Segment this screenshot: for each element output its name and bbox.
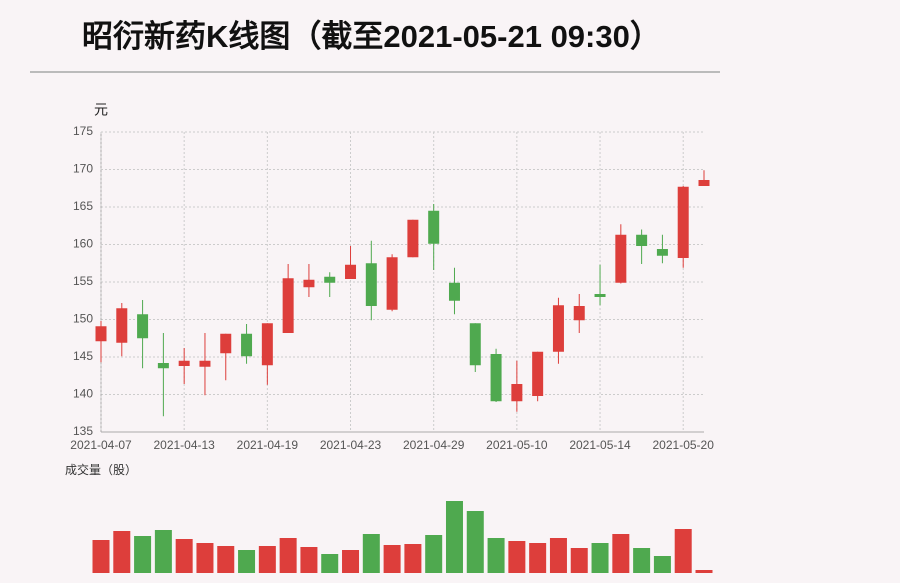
- volume-bar: [92, 540, 110, 573]
- candle-body: [511, 384, 523, 402]
- volume-bar: [633, 548, 651, 573]
- x-tick-label: 2021-04-19: [237, 438, 299, 452]
- volume-bar: [529, 543, 547, 573]
- candle-body: [532, 351, 544, 396]
- candle-body: [95, 326, 107, 342]
- volume-bar: [258, 546, 276, 573]
- volume-bar: [134, 536, 152, 573]
- volume-bar: [653, 556, 671, 573]
- candle-body: [656, 249, 668, 256]
- volume-label: 成交量（股）: [65, 462, 137, 477]
- volume-bar: [695, 570, 713, 573]
- volume-bar: [238, 550, 256, 573]
- chart-title: 昭衍新药K线图（截至2021-05-21 09:30）: [82, 19, 661, 54]
- candle-body: [490, 354, 502, 402]
- volume-bar: [404, 544, 422, 573]
- candle-body: [386, 257, 398, 310]
- volume-bar: [445, 501, 463, 573]
- candle-body: [677, 186, 689, 258]
- x-tick-label: 2021-04-07: [70, 438, 132, 452]
- candle-body: [324, 276, 336, 283]
- candle-body: [448, 282, 460, 301]
- volume-bar: [321, 554, 339, 573]
- volume-bar: [570, 548, 588, 573]
- volume-bar: [175, 539, 193, 573]
- candle-body: [303, 279, 315, 288]
- candle-body: [573, 306, 585, 321]
- candle-body: [345, 264, 357, 279]
- volume-bar: [362, 534, 380, 573]
- candle-body: [594, 294, 606, 297]
- y-tick-label: 170: [73, 162, 93, 176]
- x-tick-label: 2021-04-13: [153, 438, 215, 452]
- volume-bar: [425, 535, 443, 573]
- candle-body: [137, 314, 149, 339]
- y-tick-label: 160: [73, 237, 93, 251]
- candle-body: [116, 308, 128, 343]
- candle-body: [428, 210, 440, 244]
- volume-bar: [154, 530, 172, 573]
- candle-body: [365, 263, 377, 306]
- candle-body: [615, 234, 627, 283]
- candle-body: [282, 278, 294, 333]
- x-tick-label: 2021-04-23: [320, 438, 382, 452]
- candle-body: [220, 333, 232, 354]
- y-tick-label: 175: [73, 124, 93, 138]
- x-tick-label: 2021-05-14: [569, 438, 631, 452]
- volume-bar: [487, 538, 505, 573]
- y-tick-label: 145: [73, 349, 93, 363]
- candle-body: [241, 333, 253, 357]
- volume-bar: [549, 538, 567, 573]
- candle-body: [469, 323, 481, 366]
- candle-body: [178, 360, 190, 366]
- volume-bar: [674, 529, 692, 573]
- volume-bar: [508, 541, 526, 573]
- volume-bar: [113, 531, 131, 573]
- y-tick-label: 150: [73, 312, 93, 326]
- candle-body: [157, 363, 169, 369]
- volume-bar: [342, 550, 360, 573]
- x-tick-label: 2021-05-20: [653, 438, 715, 452]
- y-axis-label: 元: [94, 102, 108, 118]
- candle-body: [199, 360, 211, 367]
- y-tick-label: 165: [73, 199, 93, 213]
- candle-body: [407, 219, 419, 258]
- candle-body: [636, 234, 648, 246]
- volume-bar: [196, 543, 214, 573]
- x-tick-label: 2021-05-10: [486, 438, 548, 452]
- volume-bar: [466, 511, 484, 573]
- volume-bar: [591, 543, 609, 573]
- y-tick-label: 140: [73, 387, 93, 401]
- x-tick-label: 2021-04-29: [403, 438, 465, 452]
- candle-body: [698, 180, 710, 186]
- volume-bar: [612, 534, 630, 573]
- volume-bar: [300, 547, 318, 573]
- volume-bar: [279, 538, 297, 573]
- candle-body: [261, 323, 273, 366]
- y-tick-label: 155: [73, 274, 93, 288]
- candle-body: [552, 305, 564, 352]
- volume-bar: [383, 545, 401, 573]
- y-tick-label: 135: [73, 424, 93, 438]
- volume-bar: [217, 546, 235, 573]
